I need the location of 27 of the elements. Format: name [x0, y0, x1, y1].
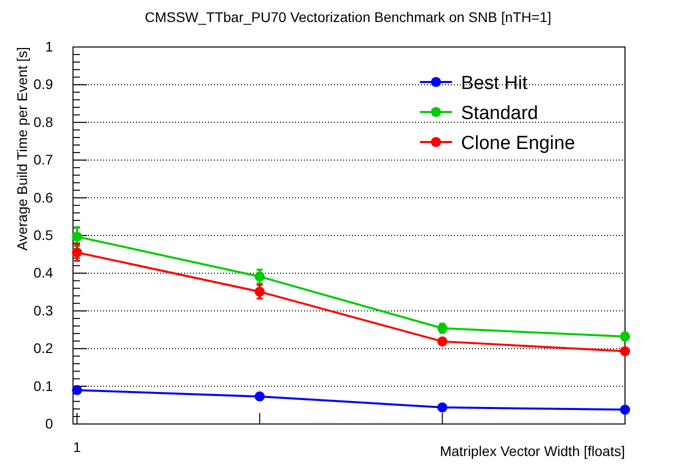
y-axis-title: Average Build Time per Event [s] [14, 47, 30, 251]
y-tick-label: 0.3 [34, 302, 54, 318]
y-tick-label: 0.2 [34, 340, 54, 356]
y-tick-label: 0.9 [34, 76, 54, 92]
y-tick-label: 0.5 [34, 226, 54, 243]
y-tick-label: 0.1 [34, 378, 54, 394]
legend-label: Clone Engine [461, 133, 576, 154]
point [620, 404, 630, 415]
chart-title: CMSSW_TTbar_PU70 Vectorization Benchmark on SNB [nTH=1] [144, 9, 552, 25]
point [620, 346, 630, 356]
y-tick-label: 0.7 [34, 152, 54, 168]
point [254, 286, 265, 297]
point [254, 272, 265, 282]
point [72, 385, 82, 396]
legend-label: Standard [461, 103, 538, 124]
point [72, 247, 82, 258]
point [437, 336, 448, 346]
category-label: 1 [73, 438, 81, 455]
point [437, 402, 448, 412]
y-tick-label: 0.4 [34, 264, 54, 281]
point [72, 232, 82, 242]
y-tick-label: 0 [45, 415, 54, 432]
x-axis-title: Matriplex Vector Width [floats] [440, 443, 625, 459]
point [254, 391, 265, 402]
y-tick-label: 0.6 [34, 189, 54, 206]
y-tick-label: 0.8 [34, 114, 54, 130]
legend-label: Best Hit [461, 73, 528, 94]
